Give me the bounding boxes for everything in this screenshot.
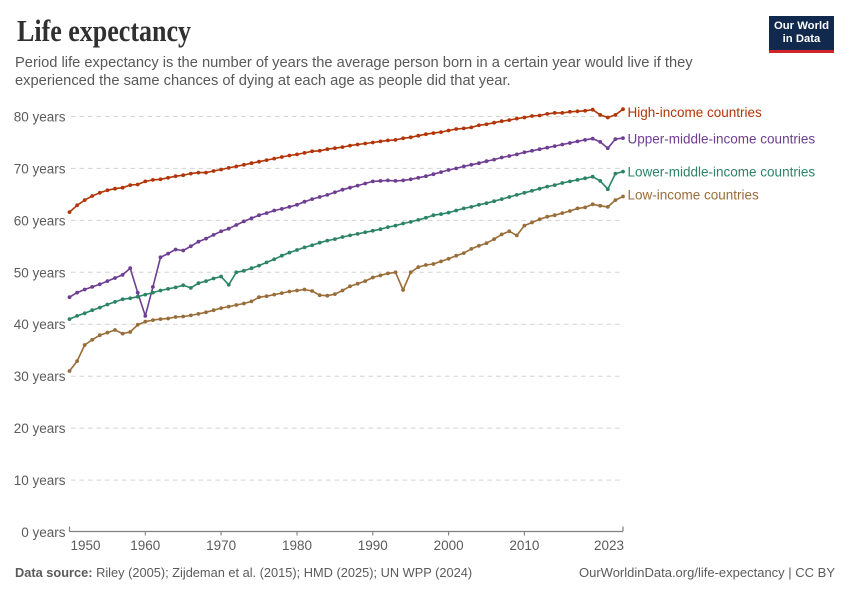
svg-text:50 years: 50 years <box>14 265 66 280</box>
svg-text:70 years: 70 years <box>14 161 66 176</box>
svg-text:40 years: 40 years <box>14 317 66 332</box>
svg-text:Upper-middle-income countries: Upper-middle-income countries <box>628 132 816 147</box>
svg-text:30 years: 30 years <box>14 369 66 384</box>
svg-text:Lower-middle-income countries: Lower-middle-income countries <box>628 165 816 180</box>
svg-text:1960: 1960 <box>130 538 160 553</box>
svg-text:1980: 1980 <box>282 538 312 553</box>
svg-text:High-income countries: High-income countries <box>628 105 763 120</box>
svg-text:1950: 1950 <box>71 538 101 553</box>
svg-text:Low-income countries: Low-income countries <box>628 188 760 203</box>
svg-text:2023: 2023 <box>594 538 624 553</box>
svg-text:2000: 2000 <box>434 538 464 553</box>
svg-text:0 years: 0 years <box>21 525 66 540</box>
svg-text:80 years: 80 years <box>14 110 66 125</box>
svg-text:2010: 2010 <box>509 538 539 553</box>
svg-text:60 years: 60 years <box>14 213 66 228</box>
svg-text:1970: 1970 <box>206 538 236 553</box>
svg-text:10 years: 10 years <box>14 473 66 488</box>
svg-text:1990: 1990 <box>358 538 388 553</box>
svg-text:20 years: 20 years <box>14 421 66 436</box>
